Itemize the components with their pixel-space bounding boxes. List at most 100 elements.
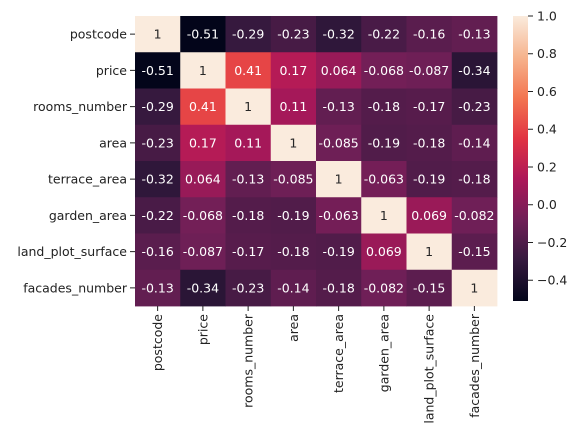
- cell-value-label: -0.22: [368, 27, 400, 42]
- cell-value-label: -0.082: [454, 208, 494, 223]
- heatmap-cell: [316, 52, 362, 89]
- cell-value-label: 0.064: [185, 172, 221, 187]
- heatmap-cell: [180, 16, 226, 53]
- colorbar-tick-label: 0.0: [537, 197, 557, 212]
- heatmap-cell: [225, 233, 272, 271]
- cell-value-label: -0.15: [413, 280, 445, 295]
- y-tick-label: terrace_area: [48, 172, 127, 187]
- y-tick-label: land_plot_surface: [17, 244, 127, 259]
- heatmap-cell: [270, 124, 317, 162]
- cell-value-label: -0.13: [322, 99, 354, 114]
- heatmap-cell: [406, 233, 453, 271]
- cell-labels: 1 -0.51 -0.29 -0.23 -0.32 -0.22 -0.16 -0.13 -0.5…: [141, 27, 494, 296]
- heatmap-cell: [135, 161, 181, 198]
- heatmap-cell: [406, 16, 453, 53]
- heatmap-cell: [316, 88, 362, 126]
- cell-value-label: -0.13: [458, 27, 490, 42]
- y-tick-label: garden_area: [49, 208, 127, 223]
- colorbar-tick-label: 0.6: [537, 84, 557, 99]
- cell-value-label: 0.11: [234, 135, 262, 150]
- cell-value-label: -0.18: [277, 244, 309, 259]
- heatmap-cell: [225, 124, 272, 162]
- heatmap-cell: [451, 88, 498, 126]
- y-tick-label: price: [96, 63, 127, 78]
- colorbar-tick-label: −0.4: [537, 273, 567, 288]
- colorbar-tick-label: 1.0: [537, 9, 557, 24]
- cell-value-label: -0.29: [232, 27, 264, 42]
- x-tick-label: price: [195, 314, 210, 345]
- cell-value-label: -0.18: [368, 99, 400, 114]
- heatmap-cell: [180, 269, 226, 307]
- heatmap-cell: [135, 16, 181, 53]
- cell-value-label: -0.51: [141, 63, 173, 78]
- x-tick-label: land_plot_surface: [422, 314, 437, 424]
- heatmap-cell: [316, 161, 362, 198]
- cell-value-label: -0.082: [364, 280, 404, 295]
- cell-value-label: -0.16: [413, 27, 445, 42]
- heatmap-cell: [406, 161, 453, 198]
- heatmap-cell: [225, 16, 272, 53]
- heatmap-cells: [135, 16, 498, 307]
- heatmap-cell: [361, 52, 407, 89]
- cell-value-label: 1: [154, 27, 162, 42]
- cell-value-label: -0.15: [458, 244, 490, 259]
- heatmap-cell: [361, 124, 407, 162]
- cell-value-label: -0.063: [364, 172, 404, 187]
- heatmap-cell: [451, 124, 498, 162]
- heatmap-cell: [180, 197, 226, 234]
- heatmap-cell: [361, 16, 407, 53]
- heatmap-cell: [180, 124, 226, 162]
- heatmap-cell: [180, 233, 226, 271]
- cell-value-label: 0.41: [189, 99, 217, 114]
- cell-value-label: -0.18: [413, 135, 445, 150]
- heatmap-cell: [451, 269, 498, 307]
- x-tick-label: facades_number: [467, 313, 482, 418]
- cell-value-label: -0.085: [273, 172, 313, 187]
- cell-value-label: -0.18: [322, 280, 354, 295]
- colorbar: 1.0 0.8 0.6 0.4 0.2 0.0 −0.2 −0.4: [513, 9, 567, 301]
- heatmap-cell: [270, 269, 317, 307]
- heatmap-cell: [135, 124, 181, 162]
- heatmap-cell: [361, 88, 407, 126]
- cell-value-label: -0.17: [232, 244, 264, 259]
- heatmap-cell: [135, 233, 181, 271]
- cell-value-label: -0.18: [458, 172, 490, 187]
- cell-value-label: -0.17: [413, 99, 445, 114]
- heatmap-cell: [406, 52, 453, 89]
- cell-value-label: -0.13: [232, 172, 264, 187]
- cell-value-label: -0.068: [183, 208, 223, 223]
- heatmap-cell: [406, 197, 453, 234]
- colorbar-ticks: 1.0 0.8 0.6 0.4 0.2 0.0 −0.2 −0.4: [528, 9, 567, 288]
- cell-value-label: -0.19: [277, 208, 309, 223]
- cell-value-label: -0.14: [458, 135, 490, 150]
- heatmap-cell: [361, 161, 407, 198]
- heatmap-cell: [316, 16, 362, 53]
- y-tick-label: facades_number: [23, 280, 128, 295]
- colorbar-gradient: [513, 16, 528, 301]
- cell-value-label: 0.11: [279, 99, 307, 114]
- cell-value-label: -0.087: [409, 63, 449, 78]
- cell-value-label: 0.069: [366, 244, 402, 259]
- heatmap-cell: [180, 52, 226, 89]
- heatmap-cell: [406, 124, 453, 162]
- heatmap-cell: [180, 88, 226, 126]
- heatmap-cell: [361, 269, 407, 307]
- colorbar-tick-label: 0.2: [537, 159, 557, 174]
- heatmap-cell: [135, 197, 181, 234]
- heatmap-cell: [406, 88, 453, 126]
- cell-value-label: -0.32: [141, 172, 173, 187]
- colorbar-tick-label: 0.8: [537, 46, 557, 61]
- x-axis: postcode price rooms_number area terrace_are…: [150, 306, 482, 424]
- cell-value-label: -0.22: [141, 208, 173, 223]
- cell-value-label: 1: [289, 135, 297, 150]
- heatmap-cell: [316, 233, 362, 271]
- heatmap-cell: [135, 269, 181, 307]
- heatmap-cell: [225, 88, 272, 126]
- cell-value-label: 0.17: [189, 135, 217, 150]
- cell-value-label: -0.085: [318, 135, 358, 150]
- cell-value-label: -0.23: [277, 27, 309, 42]
- heatmap-cell: [361, 233, 407, 271]
- heatmap-cell: [135, 88, 181, 126]
- cell-value-label: 1: [199, 63, 207, 78]
